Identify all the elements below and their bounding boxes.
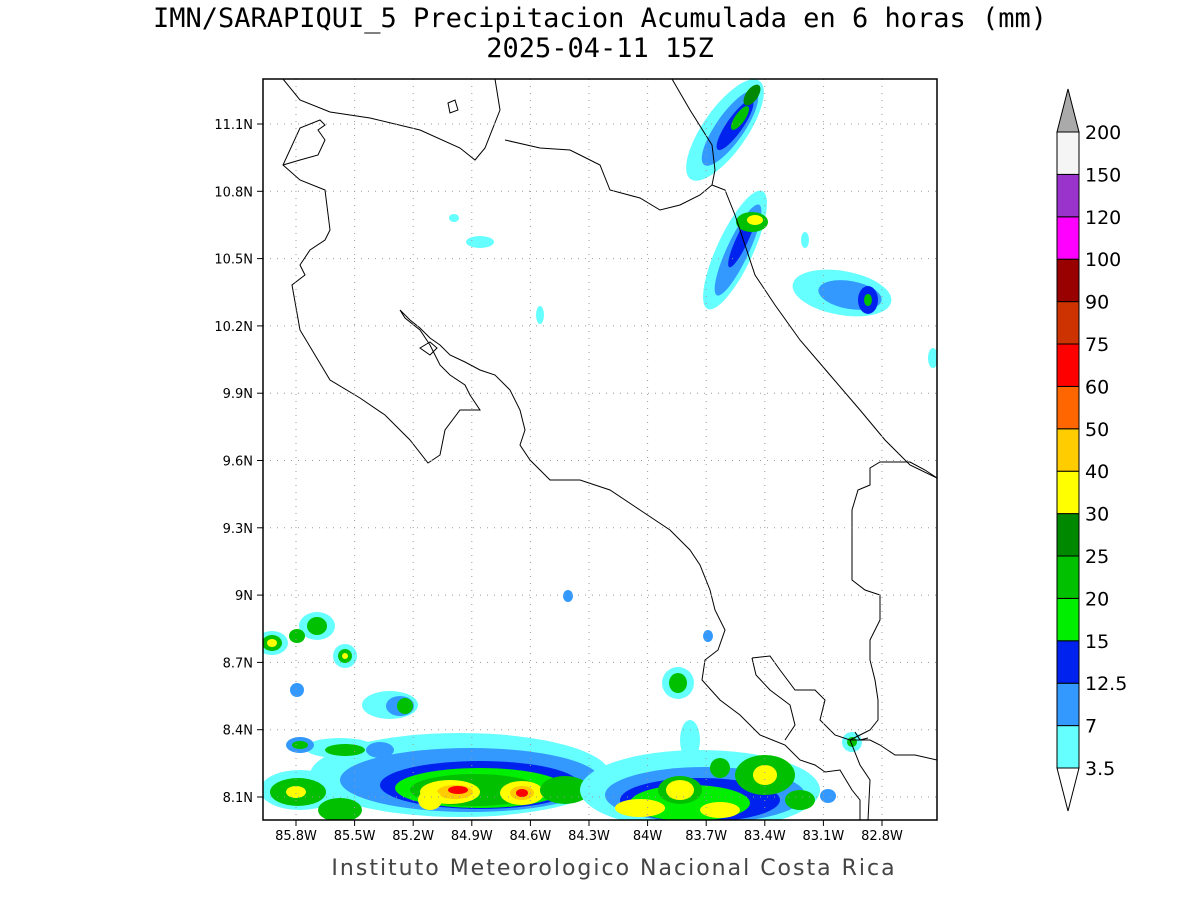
precipitation-field — [263, 79, 937, 820]
colorbar-label: 40 — [1085, 461, 1109, 483]
colorbar-swatch — [1056, 216, 1080, 260]
colorbar-label: 25 — [1085, 546, 1109, 568]
map-gridlines — [263, 79, 937, 820]
colorbar-label: 30 — [1085, 504, 1109, 526]
lat-label: 10.8N — [214, 185, 253, 200]
lon-label: 83.4W — [744, 829, 786, 844]
colorbar-label: 200 — [1085, 122, 1121, 144]
lat-label: 10.5N — [214, 253, 253, 268]
lon-label: 85.5W — [334, 829, 376, 844]
lat-label: 9.3N — [223, 522, 253, 537]
colorbar-label: 7 — [1085, 716, 1097, 738]
colorbar-min-arrow — [1056, 767, 1080, 812]
colorbar-swatch — [1056, 640, 1080, 684]
lat-label: 9.9N — [223, 387, 253, 402]
colorbar-swatch — [1056, 725, 1080, 769]
colorbar-swatch — [1056, 682, 1080, 727]
lat-label: 10.2N — [214, 320, 253, 335]
colorbar-label: 50 — [1085, 419, 1109, 441]
map-frame — [262, 78, 938, 821]
colorbar-swatch — [1056, 301, 1080, 345]
colorbar-swatch — [1056, 513, 1080, 557]
latitude-axis: 11.1N 10.8N 10.5N 10.2N 9.9N 9.6N 9.3N 9N 8.7N 8.… — [214, 118, 263, 806]
colorbar-label: 15 — [1085, 631, 1109, 653]
colorbar-swatch — [1056, 173, 1080, 218]
colorbar-label: 120 — [1085, 207, 1121, 229]
lon-label: 84.9W — [451, 829, 493, 844]
colorbar-swatch — [1056, 258, 1080, 303]
footer-credit: Instituto Meteorologico Nacional Costa R… — [331, 856, 897, 881]
lon-label: 84.3W — [568, 829, 610, 844]
colorbar-label: 90 — [1085, 292, 1109, 314]
lon-label: 83.1W — [802, 829, 844, 844]
colorbar-swatch — [1056, 597, 1080, 642]
colorbar-legend: 3.5 7 12.5 15 20 25 30 40 50 60 75 90 100 120 150 200 — [1056, 88, 1127, 812]
lat-label: 9N — [235, 589, 253, 604]
colorbar-swatch — [1056, 470, 1080, 515]
lon-label: 84.6W — [509, 829, 551, 844]
colorbar-label: 100 — [1085, 249, 1121, 271]
lat-label: 8.7N — [223, 656, 253, 671]
colorbar-swatch — [1056, 343, 1080, 387]
colorbar-label: 12.5 — [1085, 673, 1127, 695]
colorbar-label: 20 — [1085, 588, 1109, 610]
lon-label: 82.8W — [861, 829, 903, 844]
map-title: IMN/SARAPIQUI_5 Precipitacion Acumulada … — [152, 3, 1048, 34]
lon-label: 85.2W — [392, 829, 434, 844]
colorbar-swatch — [1056, 131, 1080, 175]
colorbar-swatch — [1056, 555, 1080, 599]
colorbar-label: 150 — [1085, 164, 1121, 186]
colorbar-max-arrow — [1056, 88, 1080, 133]
lon-label: 84W — [633, 829, 663, 844]
colorbar-label: 75 — [1085, 334, 1109, 356]
lat-label: 9.6N — [223, 455, 253, 470]
colorbar-swatch — [1056, 385, 1080, 430]
lat-label: 8.4N — [223, 724, 253, 739]
lat-label: 8.1N — [223, 791, 253, 806]
coastlines — [282, 79, 937, 820]
lon-label: 85.8W — [275, 829, 317, 844]
colorbar-label: 60 — [1085, 376, 1109, 398]
colorbar-label: 3.5 — [1085, 758, 1115, 780]
colorbar-swatch — [1056, 428, 1080, 472]
lat-label: 11.1N — [214, 118, 253, 133]
lon-label: 83.7W — [685, 829, 727, 844]
longitude-axis: 85.8W 85.5W 85.2W 84.9W 84.6W 84.3W 84W 83.7W 83… — [275, 820, 903, 844]
map-subtitle: 2025-04-11 15Z — [486, 33, 714, 64]
